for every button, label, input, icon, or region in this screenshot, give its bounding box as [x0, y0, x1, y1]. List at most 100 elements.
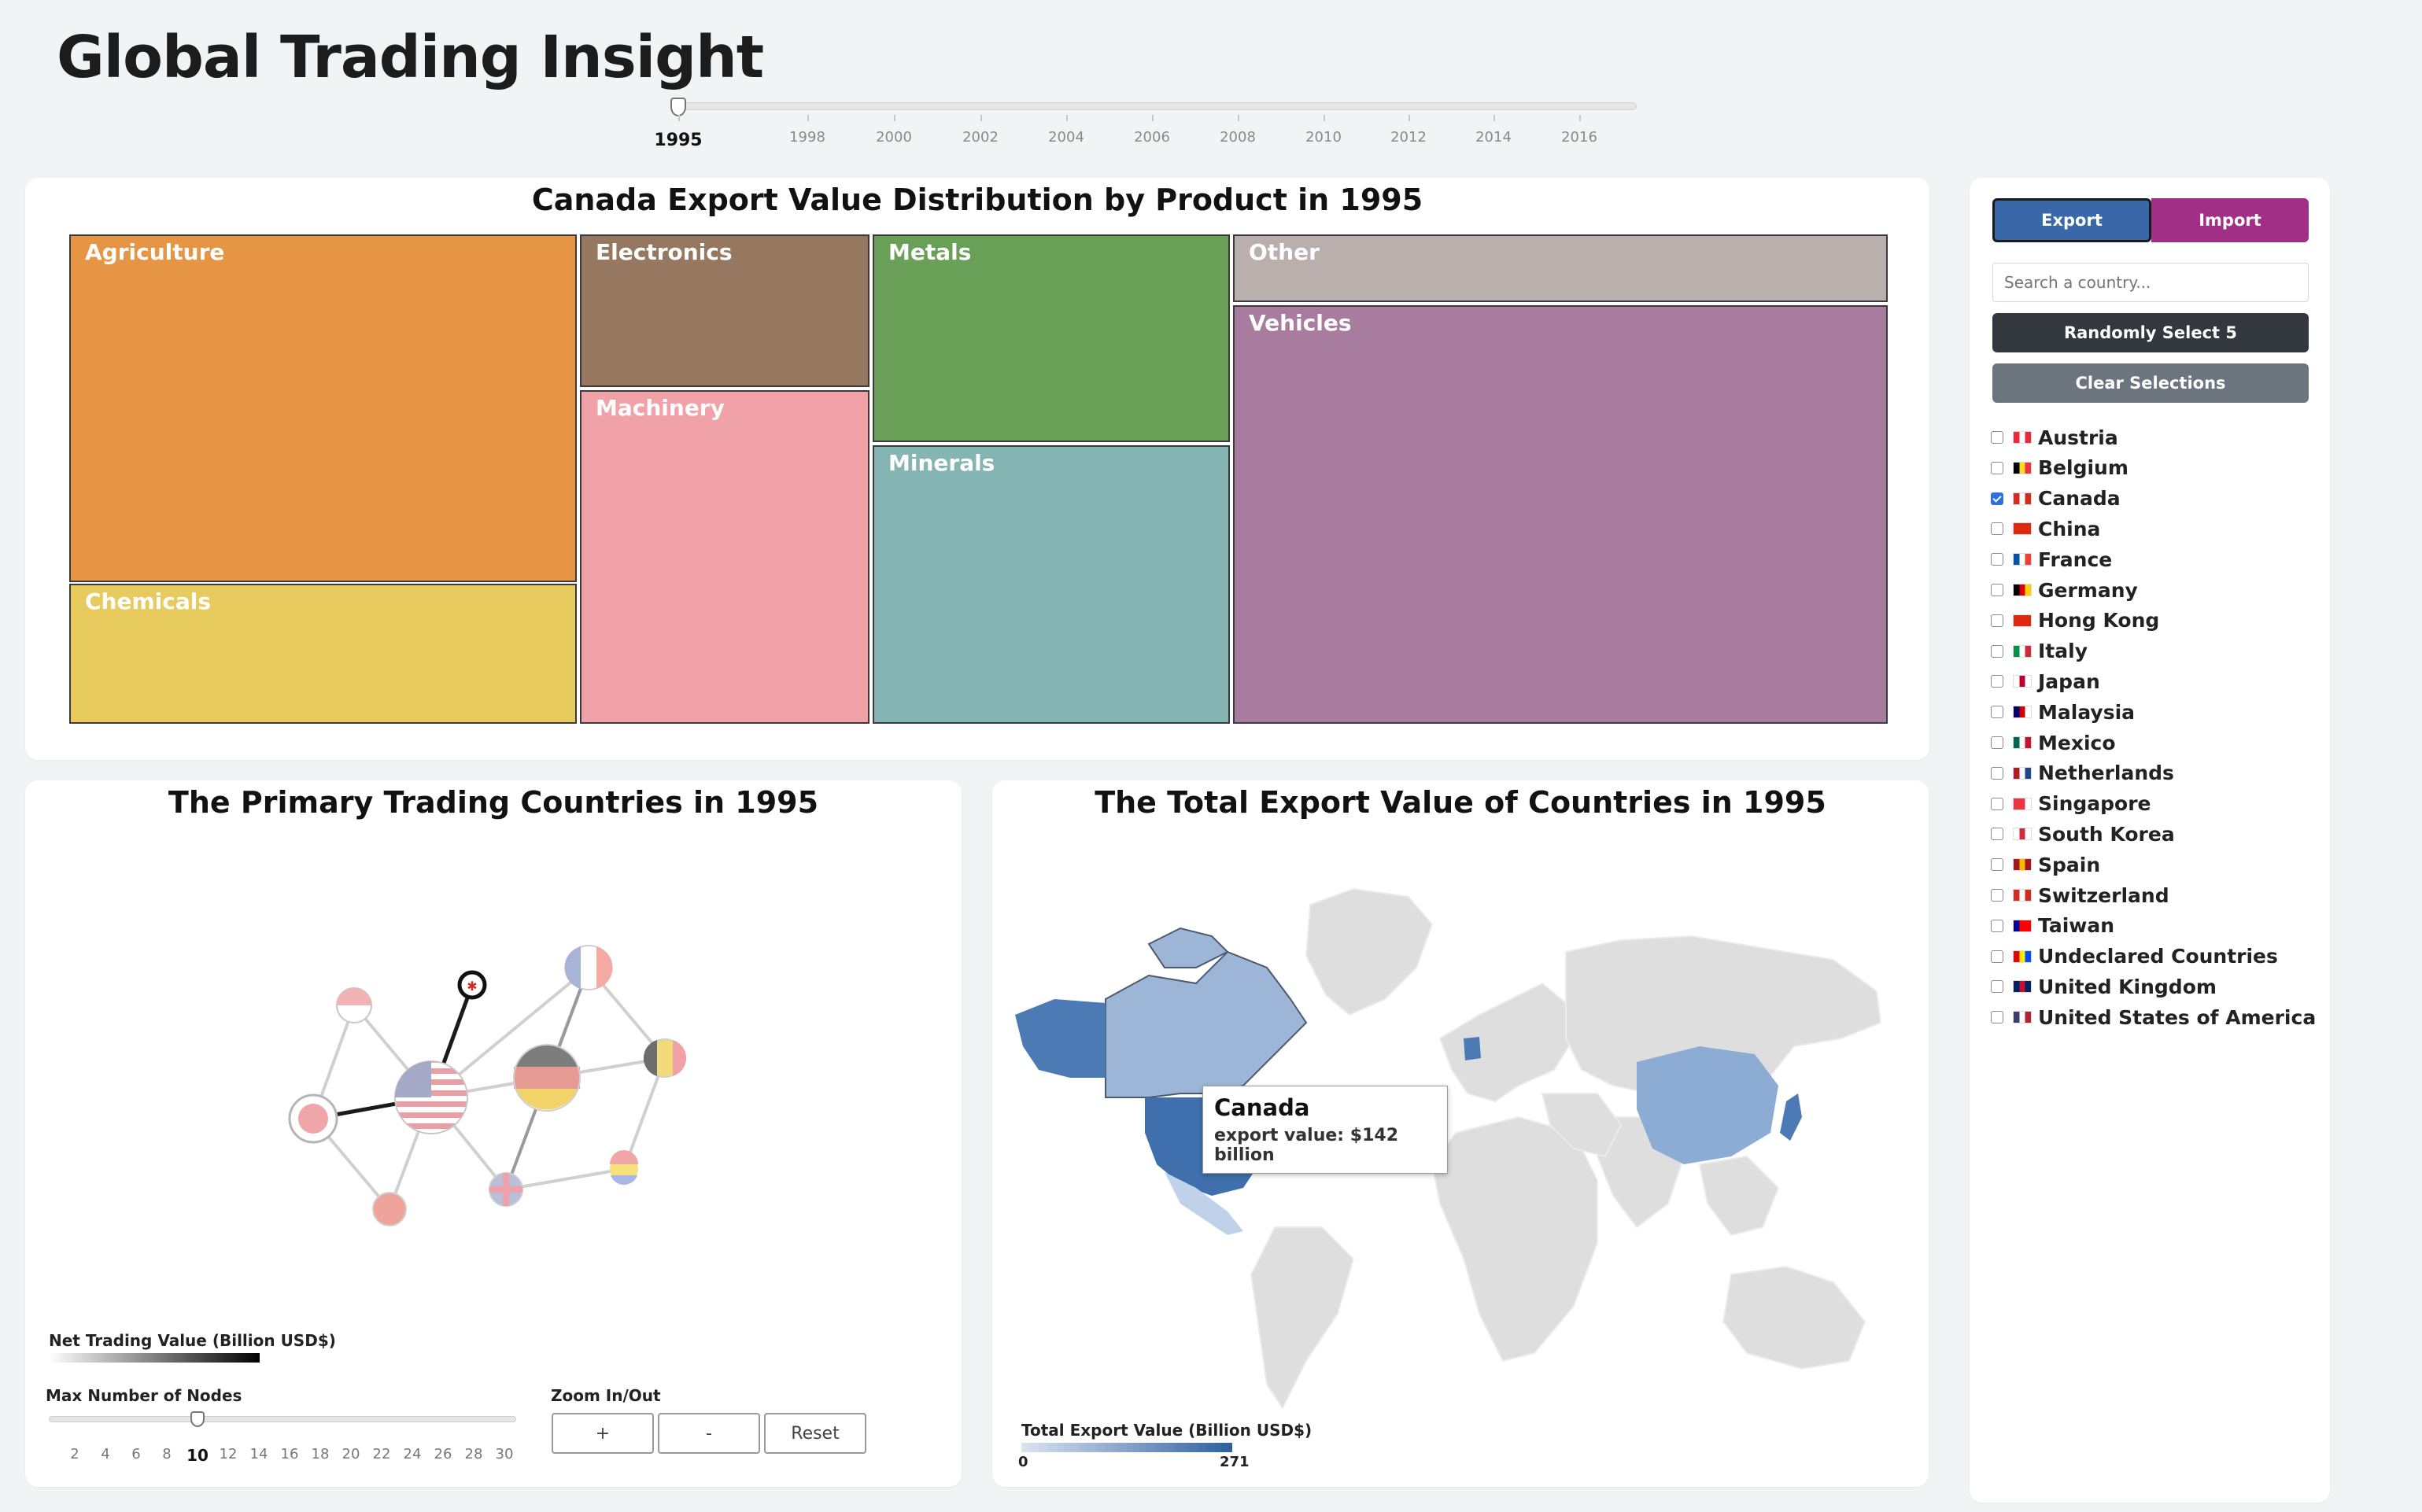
country-checkbox[interactable]: [1991, 797, 2003, 810]
reset-button[interactable]: Reset: [764, 1413, 866, 1454]
treemap-cell-vehicles[interactable]: Vehicles: [1233, 305, 1888, 724]
year-tick-label[interactable]: 2004: [1048, 129, 1084, 146]
country-checkbox[interactable]: [1991, 492, 2003, 505]
max-nodes-tick[interactable]: 16: [280, 1446, 299, 1462]
treemap-cell-agriculture[interactable]: Agriculture: [69, 234, 577, 582]
node-belgium[interactable]: [643, 1038, 687, 1078]
country-item-united-kingdom[interactable]: United Kingdom: [1991, 972, 2217, 1001]
import-toggle-button[interactable]: Import: [2151, 198, 2309, 242]
node-canada[interactable]: ✱: [457, 970, 487, 1000]
country-search-input[interactable]: [1992, 263, 2309, 302]
max-nodes-tick[interactable]: 28: [464, 1446, 483, 1462]
max-nodes-tick[interactable]: 26: [434, 1446, 452, 1462]
country-item-undeclared-countries[interactable]: Undeclared Countries: [1991, 942, 2278, 971]
country-item-hong-kong[interactable]: Hong Kong: [1991, 607, 2159, 635]
node-china[interactable]: [372, 1192, 407, 1226]
treemap-cell-other[interactable]: Other: [1233, 234, 1888, 302]
node-mexico[interactable]: [288, 1093, 338, 1144]
treemap-cell-electronics[interactable]: Electronics: [580, 234, 869, 387]
network-graph[interactable]: ✱: [25, 834, 962, 1274]
clear-selections-button[interactable]: Clear Selections: [1992, 363, 2309, 403]
node-usa[interactable]: [394, 1060, 468, 1134]
year-tick-label[interactable]: 2006: [1134, 129, 1170, 146]
year-tick-label[interactable]: 2014: [1475, 129, 1512, 146]
year-tick-label[interactable]: 2002: [962, 129, 999, 146]
country-item-taiwan[interactable]: Taiwan: [1991, 912, 2114, 940]
world-map[interactable]: [992, 850, 1929, 1416]
max-nodes-tick[interactable]: 30: [495, 1446, 514, 1462]
node-undeclared[interactable]: [610, 1150, 638, 1186]
country-checkbox[interactable]: [1991, 980, 2003, 994]
country-item-austria[interactable]: Austria: [1991, 423, 2118, 452]
country-checkbox[interactable]: [1991, 766, 2003, 780]
country-checkbox[interactable]: [1991, 431, 2003, 444]
country-checkbox[interactable]: [1991, 828, 2003, 841]
country-name: Mexico: [2038, 731, 2116, 754]
treemap-cell-minerals[interactable]: Minerals: [873, 445, 1230, 724]
country-checkbox[interactable]: [1991, 736, 2003, 749]
country-item-south-korea[interactable]: South Korea: [1991, 820, 2175, 848]
country-checkbox[interactable]: [1991, 553, 2003, 566]
year-tick-label[interactable]: 2000: [876, 129, 912, 146]
year-tick-label[interactable]: 2012: [1390, 129, 1427, 146]
max-nodes-tick[interactable]: 4: [101, 1446, 110, 1462]
max-nodes-tick[interactable]: 8: [162, 1446, 172, 1462]
country-item-china[interactable]: China: [1991, 514, 2100, 543]
max-nodes-tick[interactable]: 14: [249, 1446, 268, 1462]
country-checkbox[interactable]: [1991, 644, 2003, 658]
country-item-malaysia[interactable]: Malaysia: [1991, 698, 2135, 726]
country-checkbox[interactable]: [1991, 889, 2003, 902]
country-item-united-states-of-america[interactable]: United States of America: [1991, 1003, 2316, 1031]
year-tick-label[interactable]: 2008: [1220, 129, 1256, 146]
year-tick-label[interactable]: 1995: [654, 131, 703, 150]
export-toggle-button[interactable]: Export: [1992, 198, 2151, 242]
random-select-button[interactable]: Randomly Select 5: [1992, 313, 2309, 352]
max-nodes-tick[interactable]: 2: [70, 1446, 79, 1462]
country-checkbox[interactable]: [1991, 584, 2003, 596]
treemap-cell-chemicals[interactable]: Chemicals: [69, 584, 577, 724]
country-checkbox[interactable]: [1991, 614, 2003, 627]
node-germany[interactable]: [513, 1044, 581, 1112]
year-tick-label[interactable]: 2016: [1561, 129, 1597, 146]
treemap-cell-machinery[interactable]: Machinery: [580, 390, 869, 724]
treemap-cell-metals[interactable]: Metals: [873, 234, 1230, 442]
max-nodes-tick[interactable]: 12: [219, 1446, 238, 1462]
year-slider-track[interactable]: [677, 102, 1637, 110]
max-nodes-tick[interactable]: 18: [311, 1446, 330, 1462]
max-nodes-tick[interactable]: 10: [186, 1446, 209, 1465]
node-france[interactable]: [564, 945, 613, 990]
country-item-belgium[interactable]: Belgium: [1991, 454, 2128, 482]
max-nodes-slider-handle[interactable]: [190, 1411, 205, 1427]
max-nodes-tick[interactable]: 20: [342, 1446, 360, 1462]
country-checkbox[interactable]: [1991, 461, 2003, 474]
country-checkbox[interactable]: [1991, 950, 2003, 963]
country-item-italy[interactable]: Italy: [1991, 637, 2088, 666]
year-slider-handle[interactable]: [670, 98, 686, 116]
country-item-spain[interactable]: Spain: [1991, 850, 2100, 879]
zoom-in-button[interactable]: +: [552, 1413, 654, 1454]
country-checkbox[interactable]: [1991, 858, 2003, 872]
zoom-out-button[interactable]: -: [658, 1413, 760, 1454]
country-item-switzerland[interactable]: Switzerland: [1991, 881, 2169, 909]
country-item-canada[interactable]: Canada: [1991, 485, 2121, 513]
max-nodes-slider-track[interactable]: [49, 1416, 516, 1422]
country-checkbox[interactable]: [1991, 919, 2003, 932]
year-tick-label[interactable]: 2010: [1305, 129, 1342, 146]
year-tick-label[interactable]: 1998: [789, 129, 825, 146]
country-checkbox[interactable]: [1991, 675, 2003, 688]
country-item-germany[interactable]: Germany: [1991, 576, 2138, 604]
max-nodes-tick[interactable]: 6: [131, 1446, 141, 1462]
country-item-japan[interactable]: Japan: [1991, 667, 2100, 695]
node-united-kingdom[interactable]: [489, 1172, 523, 1207]
country-checkbox[interactable]: [1991, 522, 2003, 536]
max-nodes-tick[interactable]: 24: [403, 1446, 422, 1462]
country-item-singapore[interactable]: Singapore: [1991, 790, 2151, 818]
year-slider[interactable]: 1995 1998 2000 2002 2004 2006 2008 2010 2012 2014…: [654, 94, 1637, 157]
country-item-france[interactable]: France: [1991, 545, 2112, 573]
country-checkbox[interactable]: [1991, 1011, 2003, 1024]
country-checkbox[interactable]: [1991, 706, 2003, 719]
country-item-mexico[interactable]: Mexico: [1991, 728, 2116, 757]
max-nodes-tick[interactable]: 22: [372, 1446, 391, 1462]
node-singapore[interactable]: [336, 987, 372, 1023]
country-item-netherlands[interactable]: Netherlands: [1991, 759, 2174, 787]
